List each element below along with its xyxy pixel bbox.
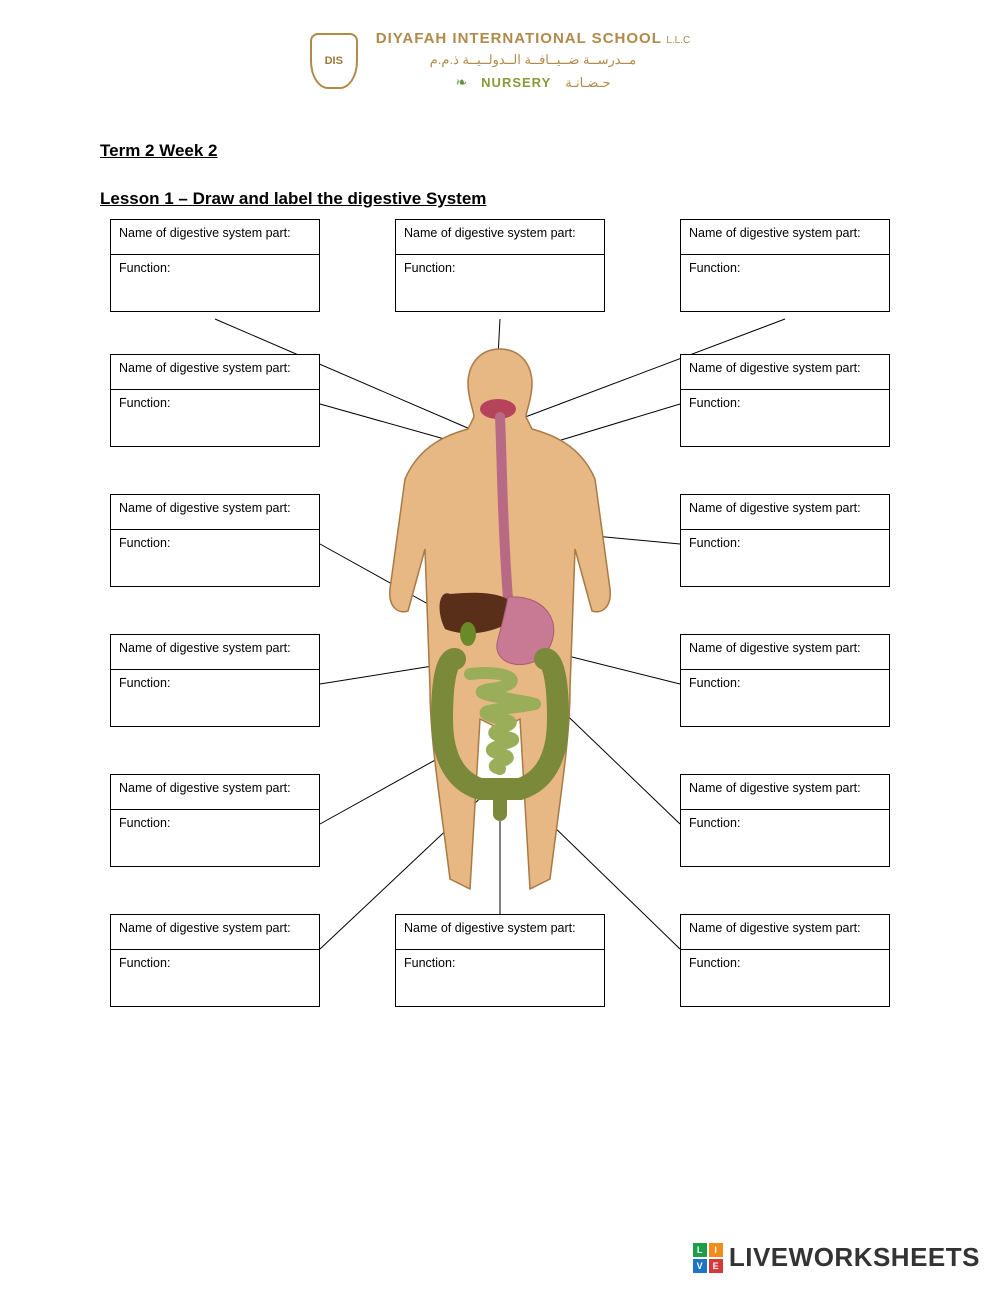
label-box[interactable]: Name of digestive system part:Function: xyxy=(680,634,890,727)
name-field[interactable]: Name of digestive system part: xyxy=(111,355,319,390)
nursery-en: NURSERY xyxy=(481,75,551,90)
name-field[interactable]: Name of digestive system part: xyxy=(396,220,604,255)
lesson-heading: Lesson 1 – Draw and label the digestive … xyxy=(100,189,900,209)
body-illustration xyxy=(350,339,650,899)
school-name-en: DIYAFAH INTERNATIONAL SCHOOL xyxy=(376,30,662,47)
function-field[interactable]: Function: xyxy=(396,255,604,311)
name-field[interactable]: Name of digestive system part: xyxy=(681,915,889,950)
name-field[interactable]: Name of digestive system part: xyxy=(111,220,319,255)
function-field[interactable]: Function: xyxy=(111,390,319,446)
function-field[interactable]: Function: xyxy=(681,255,889,311)
school-name-ar: مــدرســة ضــيــافــة الــدولــيــة ذ.م.… xyxy=(376,52,690,68)
name-field[interactable]: Name of digestive system part: xyxy=(681,220,889,255)
function-field[interactable]: Function: xyxy=(681,810,889,866)
worksheet-diagram: Name of digestive system part:Function:N… xyxy=(100,219,900,1119)
function-field[interactable]: Function: xyxy=(111,670,319,726)
name-field[interactable]: Name of digestive system part: xyxy=(681,775,889,810)
name-field[interactable]: Name of digestive system part: xyxy=(681,495,889,530)
nursery-ar: حـضـانـة xyxy=(565,75,610,91)
name-field[interactable]: Name of digestive system part: xyxy=(111,635,319,670)
function-field[interactable]: Function: xyxy=(111,530,319,586)
leaf-icon: ❧ xyxy=(455,74,467,91)
label-box[interactable]: Name of digestive system part:Function: xyxy=(395,914,605,1007)
label-box[interactable]: Name of digestive system part:Function: xyxy=(110,914,320,1007)
label-box[interactable]: Name of digestive system part:Function: xyxy=(680,219,890,312)
function-field[interactable]: Function: xyxy=(681,670,889,726)
name-field[interactable]: Name of digestive system part: xyxy=(111,775,319,810)
function-field[interactable]: Function: xyxy=(681,530,889,586)
name-field[interactable]: Name of digestive system part: xyxy=(111,495,319,530)
function-field[interactable]: Function: xyxy=(111,950,319,1006)
function-field[interactable]: Function: xyxy=(111,810,319,866)
function-field[interactable]: Function: xyxy=(681,390,889,446)
label-box[interactable]: Name of digestive system part:Function: xyxy=(110,494,320,587)
school-llc: L.L.C xyxy=(666,35,690,46)
name-field[interactable]: Name of digestive system part: xyxy=(681,355,889,390)
label-box[interactable]: Name of digestive system part:Function: xyxy=(680,354,890,447)
school-title-block: DIYAFAH INTERNATIONAL SCHOOL L.L.C مــدر… xyxy=(376,30,690,91)
label-box[interactable]: Name of digestive system part:Function: xyxy=(395,219,605,312)
term-heading: Term 2 Week 2 xyxy=(100,141,900,161)
name-field[interactable]: Name of digestive system part: xyxy=(681,635,889,670)
watermark-badge: L I V E xyxy=(693,1243,723,1273)
name-field[interactable]: Name of digestive system part: xyxy=(396,915,604,950)
label-box[interactable]: Name of digestive system part:Function: xyxy=(680,914,890,1007)
school-header: DIS DIYAFAH INTERNATIONAL SCHOOL L.L.C م… xyxy=(100,30,900,91)
watermark: L I V E LIVEWORKSHEETS xyxy=(693,1242,980,1273)
label-box[interactable]: Name of digestive system part:Function: xyxy=(110,634,320,727)
label-box[interactable]: Name of digestive system part:Function: xyxy=(680,774,890,867)
watermark-text: LIVEWORKSHEETS xyxy=(729,1242,980,1273)
label-box[interactable]: Name of digestive system part:Function: xyxy=(680,494,890,587)
label-box[interactable]: Name of digestive system part:Function: xyxy=(110,219,320,312)
name-field[interactable]: Name of digestive system part: xyxy=(111,915,319,950)
school-logo: DIS xyxy=(310,33,358,89)
label-box[interactable]: Name of digestive system part:Function: xyxy=(110,774,320,867)
function-field[interactable]: Function: xyxy=(111,255,319,311)
label-box[interactable]: Name of digestive system part:Function: xyxy=(110,354,320,447)
function-field[interactable]: Function: xyxy=(681,950,889,1006)
function-field[interactable]: Function: xyxy=(396,950,604,1006)
